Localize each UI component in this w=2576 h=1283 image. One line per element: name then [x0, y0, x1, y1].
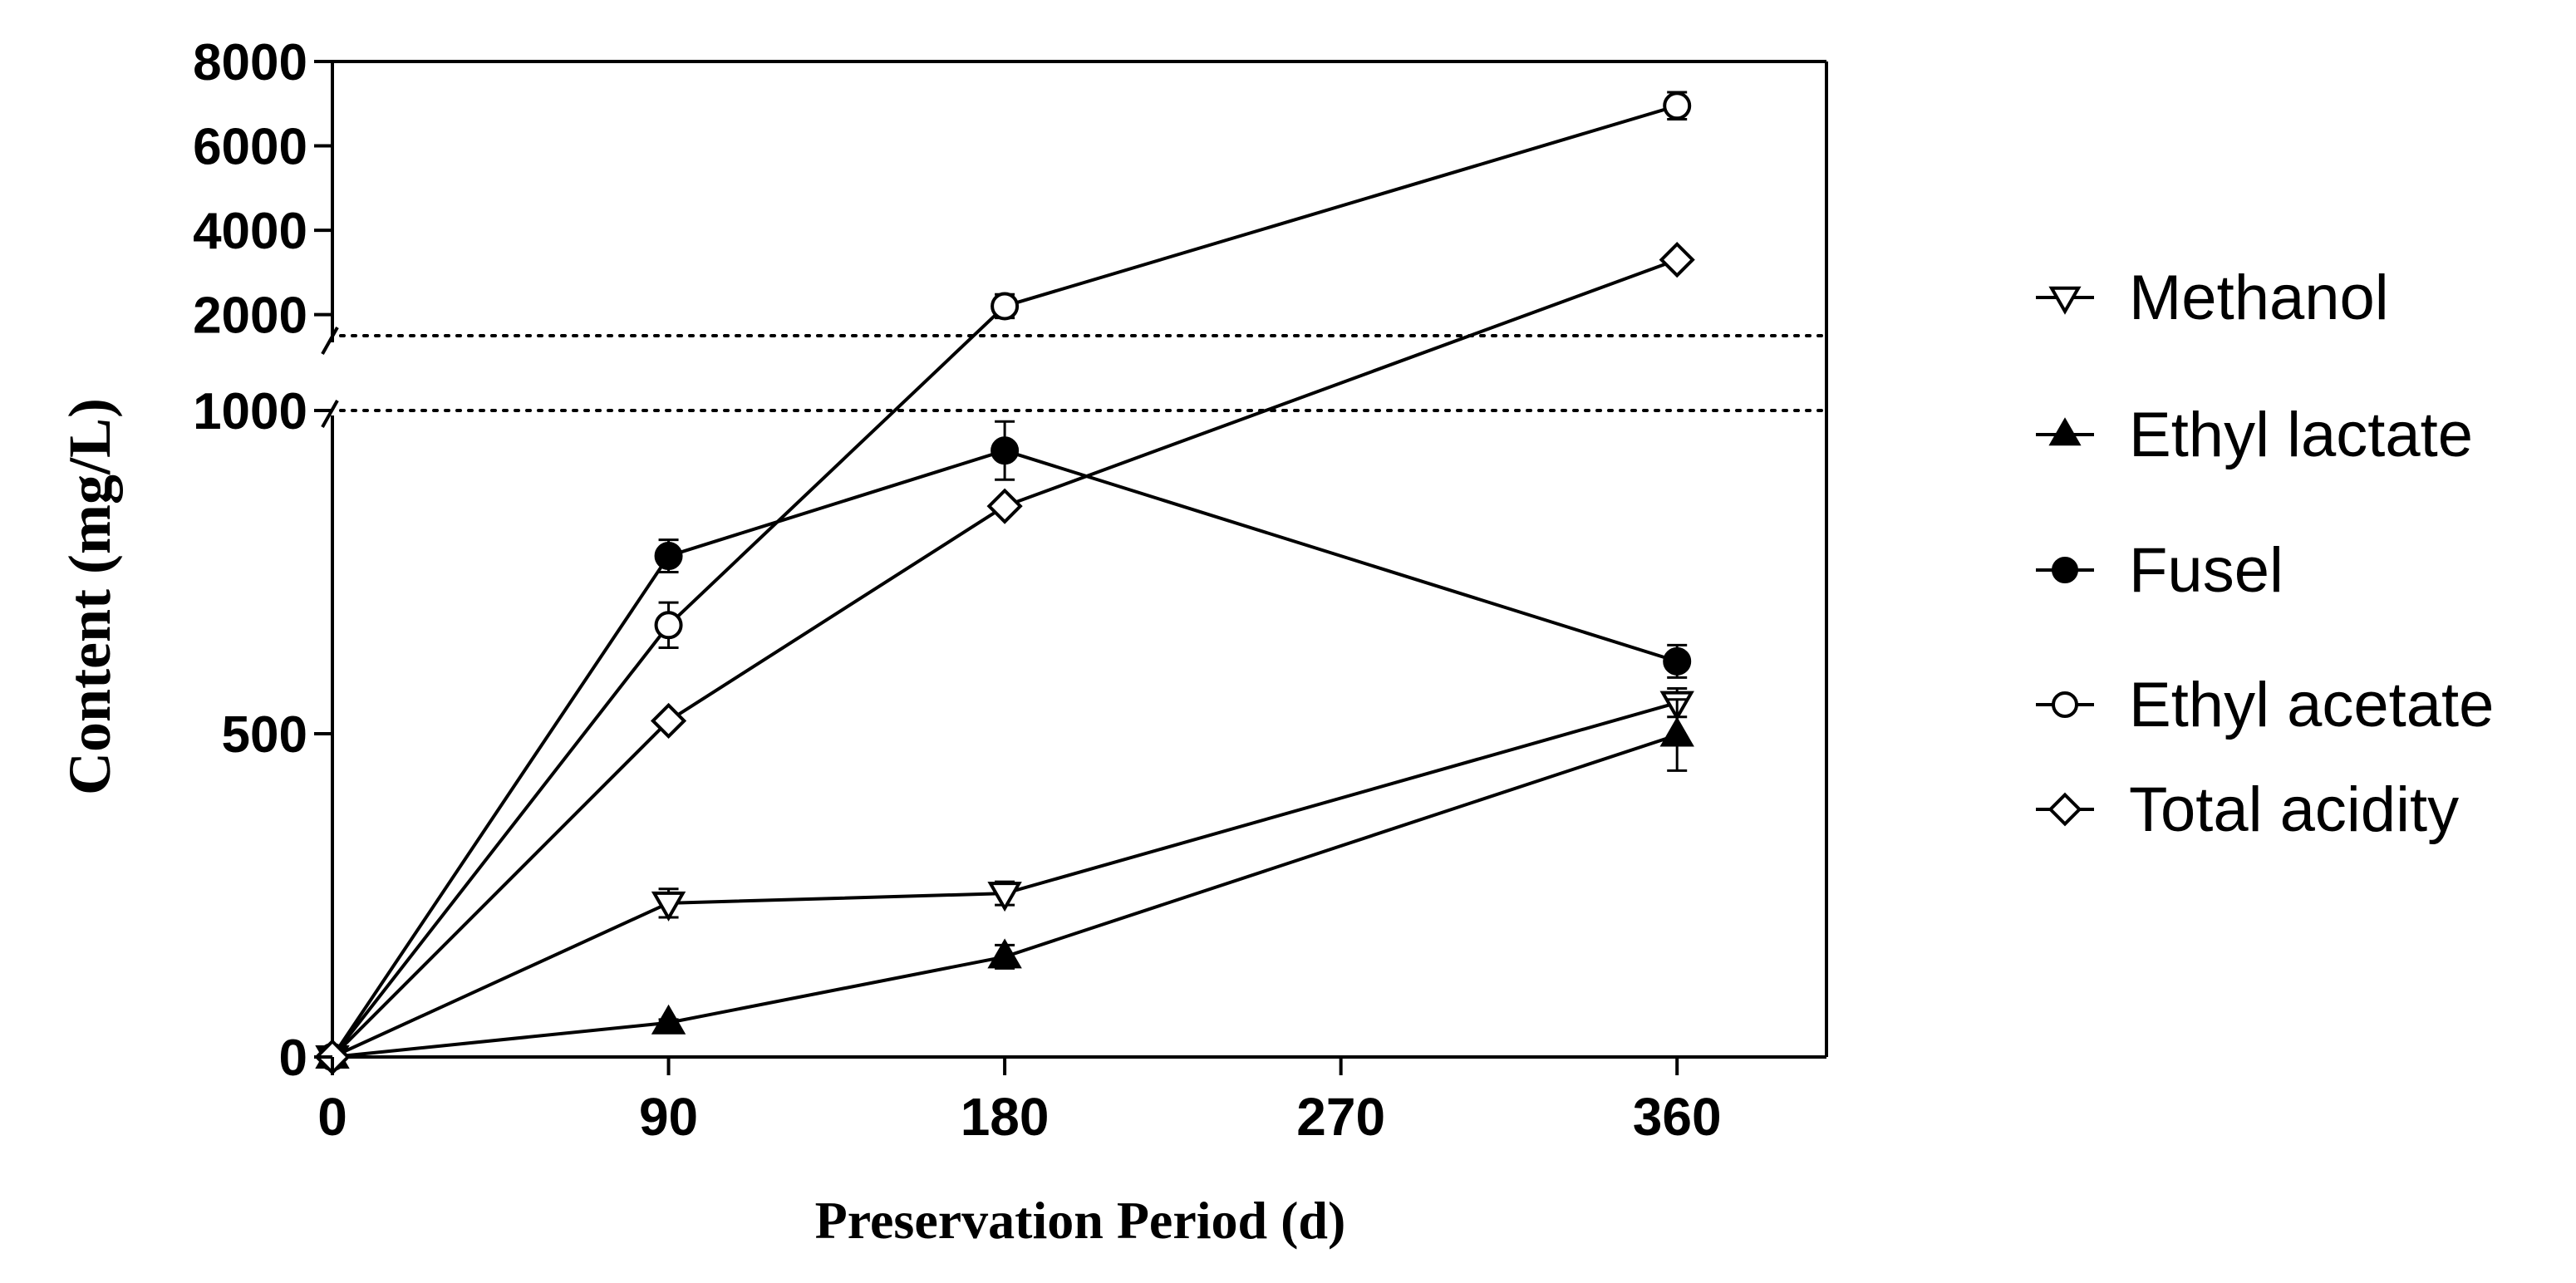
legend-label: Methanol — [2129, 263, 2389, 333]
data-point-ethyl-acetate — [1663, 91, 1692, 120]
x-tick-label: 0 — [317, 1087, 347, 1147]
legend-item-fusel: Fusel — [2036, 535, 2283, 606]
legend-marker-methanol — [2048, 286, 2082, 315]
data-point-fusel — [1663, 646, 1692, 676]
legend-label: Fusel — [2129, 535, 2283, 606]
y-tick-label: 2000 — [193, 288, 307, 345]
series-layer — [314, 91, 1695, 1076]
data-point-fusel — [991, 436, 1020, 465]
data-point-ethyl-acetate — [991, 292, 1020, 321]
x-tick-label: 270 — [1296, 1087, 1385, 1147]
x-axis-ticks: 0 90 180 270 360 — [317, 1057, 1722, 1147]
y-tick-label: 8000 — [193, 34, 307, 91]
series-ethyl-lactate — [315, 698, 1694, 1069]
legend-label: Ethyl acetate — [2129, 670, 2494, 740]
series-line-total-acidity — [331, 258, 1678, 1059]
series-line-ethyl-acetate — [331, 104, 1678, 1059]
data-point-total-acidity — [650, 702, 687, 740]
series-total-acidity — [314, 242, 1695, 1075]
legend-marker-fusel — [2052, 557, 2078, 583]
x-tick-label: 360 — [1633, 1087, 1722, 1147]
legend-label: Ethyl lactate — [2129, 400, 2473, 470]
data-point-methanol — [987, 882, 1022, 912]
y-tick-label: 6000 — [193, 119, 307, 176]
y-axis-title: Content (mg/L) — [57, 398, 123, 795]
legend: Methanol Ethyl lactate Fusel Ethyl acetate T… — [2036, 263, 2494, 845]
data-point-ethyl-lactate — [651, 1004, 686, 1035]
series-line-fusel — [331, 449, 1678, 1059]
legend-marker-ethyl-acetate — [2052, 691, 2078, 718]
legend-item-ethyl-lactate: Ethyl lactate — [2036, 400, 2473, 470]
legend-item-total-acidity: Total acidity — [2036, 774, 2459, 845]
legend-item-ethyl-acetate: Ethyl acetate — [2036, 670, 2494, 740]
x-axis-title: Preservation Period (d) — [815, 1191, 1346, 1250]
series-ethyl-acetate — [318, 91, 1692, 1071]
data-point-ethyl-acetate — [654, 611, 683, 640]
data-point-total-acidity — [986, 488, 1023, 524]
data-point-fusel — [654, 542, 683, 571]
legend-marker-ethyl-lactate — [2048, 417, 2082, 446]
x-tick-label: 90 — [639, 1087, 698, 1147]
x-tick-label: 180 — [961, 1087, 1050, 1147]
data-point-ethyl-lactate — [987, 938, 1022, 969]
plot-frame — [321, 60, 1828, 1059]
data-point-ethyl-lactate — [1659, 716, 1694, 747]
series-methanol — [315, 687, 1694, 1076]
legend-item-methanol: Methanol — [2036, 263, 2389, 333]
y-tick-label: 1000 — [193, 383, 307, 440]
data-point-methanol — [651, 891, 686, 922]
axis-break-mark-upper — [321, 327, 339, 355]
y-tick-label: 0 — [279, 1030, 307, 1087]
series-line-ethyl-lactate — [332, 733, 1678, 1059]
legend-marker-total-acidity — [2048, 792, 2082, 827]
y-axis-ticks: 0 500 1000 2000 4000 6000 8000 — [193, 34, 332, 1087]
data-point-total-acidity — [1659, 242, 1695, 278]
y-tick-label: 500 — [222, 706, 307, 764]
y-tick-label: 4000 — [193, 203, 307, 260]
legend-label: Total acidity — [2129, 774, 2459, 845]
series-line-methanol — [332, 700, 1678, 1059]
axis-break-mark-lower — [321, 400, 339, 428]
